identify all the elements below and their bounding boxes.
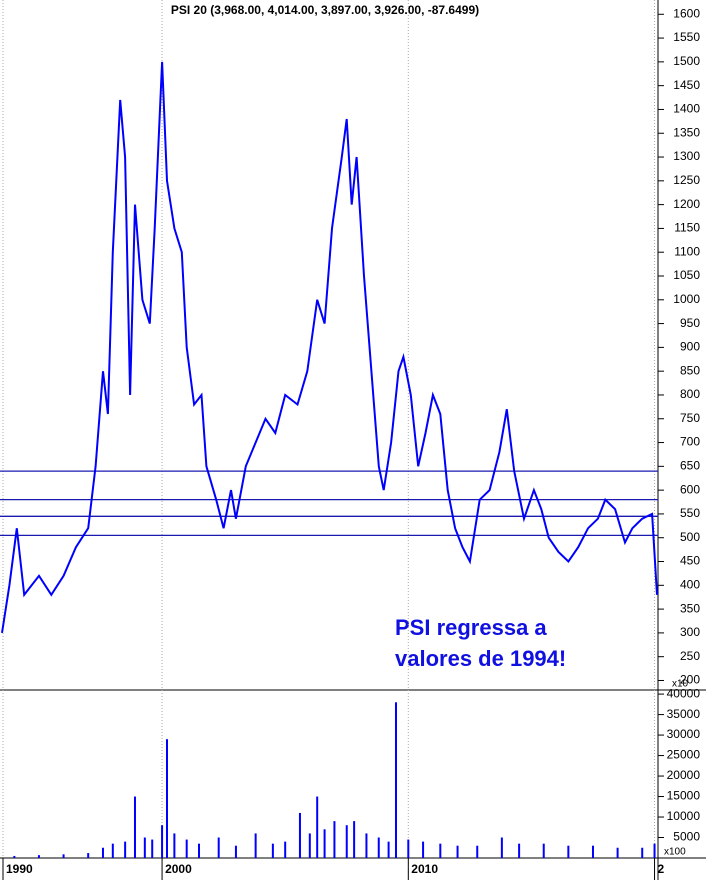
volume-bar	[165, 739, 168, 858]
volume-bar	[333, 821, 336, 858]
y-tick-label: 900	[680, 340, 700, 354]
y-tick-label: 10000	[667, 809, 701, 823]
y-tick-label: 1300	[673, 149, 700, 163]
y-tick-label: 350	[680, 601, 700, 615]
y-tick-label: 300	[680, 625, 700, 639]
volume-bar	[567, 845, 570, 858]
y-tick-label: 1100	[674, 244, 700, 258]
y-tick-label: 750	[680, 411, 700, 425]
y-tick-label: 450	[680, 554, 700, 568]
y-tick-label: 250	[680, 649, 700, 663]
volume-bar	[518, 843, 521, 858]
volume-bar	[37, 855, 40, 858]
y-tick-label: 200	[680, 673, 700, 687]
y-tick-label: 15000	[667, 789, 701, 803]
volume-bar	[185, 839, 188, 858]
x-tick-label: 2	[658, 862, 665, 876]
volume-bar	[439, 843, 442, 858]
axis-multiplier: x100	[664, 847, 686, 858]
y-tick-label: 650	[680, 459, 700, 473]
volume-bar	[254, 833, 257, 858]
y-tick-label: 40000	[667, 686, 701, 700]
volume-bar	[133, 796, 136, 858]
x-tick-label: 1990	[6, 862, 33, 876]
volume-bar	[616, 847, 619, 858]
volume-bar	[161, 825, 164, 858]
axis-multiplier: x10	[672, 679, 689, 690]
volume-bar	[542, 843, 545, 858]
volume-bar	[124, 841, 127, 858]
annotation-box: PSI regressa a valores de 1994!	[395, 615, 567, 671]
y-tick-label: 400	[680, 577, 700, 591]
volume-bar	[62, 854, 65, 858]
y-tick-label: 1400	[673, 102, 700, 116]
volume-bar	[377, 837, 380, 858]
y-tick-label: 1350	[673, 125, 700, 139]
volume-bar	[271, 843, 274, 858]
volume-bar	[13, 855, 16, 858]
y-tick-label: 1000	[673, 292, 700, 306]
volume-bar	[217, 837, 220, 858]
y-tick-label: 800	[680, 387, 700, 401]
y-tick-label: 550	[680, 506, 700, 520]
annotation: PSI regressa a valores de 1994!	[395, 615, 567, 671]
volume-bar	[365, 833, 368, 858]
chart-title: PSI 20 (3,968.00, 4,014.00, 3,897.00, 3,…	[171, 3, 479, 17]
y-tick-label: 500	[680, 530, 700, 544]
volume-bar	[143, 837, 146, 858]
volume-bar	[284, 841, 287, 858]
volume-bar	[151, 839, 154, 858]
y-tick-label: 5000	[673, 830, 700, 844]
volume-bar	[173, 833, 176, 858]
y-tick-label: 1550	[673, 30, 700, 44]
volume-bar	[641, 847, 644, 858]
volume-bar	[387, 841, 390, 858]
y-tick-label: 20000	[667, 768, 701, 782]
y-tick-label: 35000	[667, 707, 701, 721]
volume-bar	[456, 845, 459, 858]
volume-bar	[234, 845, 237, 858]
y-tick-label: 600	[680, 482, 700, 496]
volume-bar	[476, 845, 479, 858]
x-tick-label: 2010	[411, 862, 438, 876]
y-tick-label: 950	[680, 316, 700, 330]
y-tick-label: 1600	[673, 6, 700, 20]
volume-bar	[353, 821, 356, 858]
y-tick-label: 700	[680, 435, 700, 449]
y-tick-label: 850	[680, 363, 700, 377]
volume-bar	[316, 796, 319, 858]
volume-bar	[500, 837, 503, 858]
volume-bar	[591, 845, 594, 858]
y-tick-label: 1050	[673, 268, 700, 282]
volume-bar	[198, 843, 201, 858]
y-tick-label: 1250	[673, 173, 700, 187]
x-tick-label: 2000	[165, 862, 192, 876]
volume-bar	[111, 843, 114, 858]
volume-bar	[394, 702, 397, 858]
y-tick-label: 1150	[674, 221, 700, 235]
y-tick-label: 30000	[667, 727, 701, 741]
volume-bar	[422, 841, 425, 858]
volume-bar	[345, 825, 348, 858]
volume-bar	[323, 829, 326, 858]
volume-bar	[298, 812, 301, 858]
y-tick-label: 1450	[673, 78, 700, 92]
volume-bar	[407, 839, 410, 858]
price-line	[1, 61, 658, 634]
y-tick-label: 25000	[667, 748, 701, 762]
y-tick-label: 1500	[673, 54, 700, 68]
volume-bar	[653, 843, 656, 858]
volume-bar	[87, 853, 90, 858]
volume-bar	[101, 847, 104, 858]
y-tick-label: 1200	[673, 197, 700, 211]
volume-bar	[308, 833, 311, 858]
